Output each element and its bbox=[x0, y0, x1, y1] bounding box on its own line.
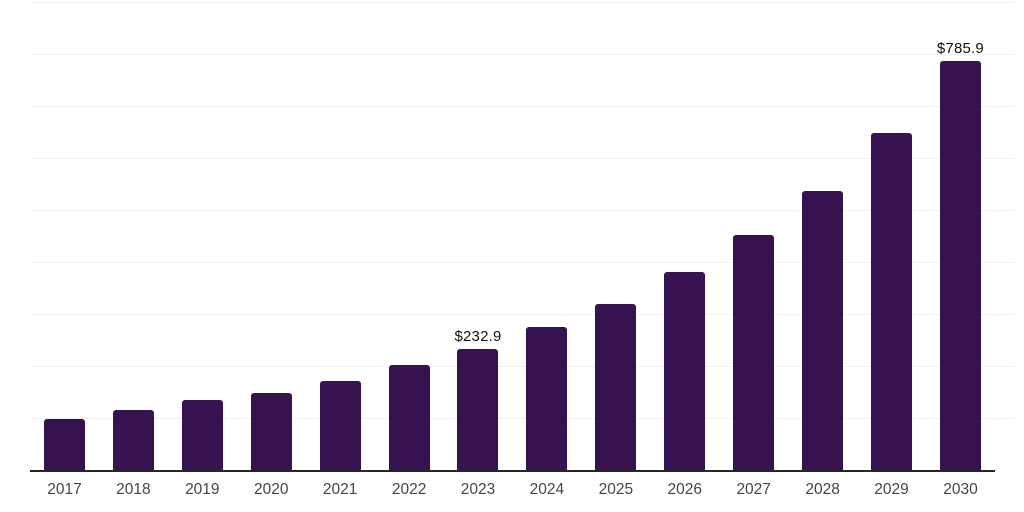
x-tick-2018: 2018 bbox=[116, 481, 151, 498]
x-tick-2030: 2030 bbox=[943, 481, 978, 498]
x-tick-2019: 2019 bbox=[185, 481, 220, 498]
bar-slot-2025 bbox=[581, 2, 650, 470]
bar-2021[interactable] bbox=[319, 380, 361, 470]
bar-slot-2027 bbox=[719, 2, 788, 470]
x-axis-line bbox=[30, 470, 995, 472]
gridline bbox=[30, 262, 1015, 263]
bar-2018[interactable] bbox=[112, 409, 154, 470]
bars-container: $232.9 $785.9 bbox=[30, 2, 995, 470]
bar-slot-2021 bbox=[306, 2, 375, 470]
bar-2020[interactable] bbox=[250, 392, 292, 470]
bar-slot-2023: $232.9 bbox=[444, 2, 513, 470]
bar-2026[interactable] bbox=[664, 272, 706, 470]
bar-2029[interactable] bbox=[871, 132, 913, 470]
plot-area: $232.9 $785.9 bbox=[30, 2, 1015, 472]
bar-2028[interactable] bbox=[802, 190, 844, 470]
bar-2030[interactable] bbox=[939, 61, 981, 470]
gridline bbox=[30, 158, 1015, 159]
bar-slot-2022 bbox=[375, 2, 444, 470]
x-tick-2027: 2027 bbox=[736, 481, 771, 498]
gridline bbox=[30, 314, 1015, 315]
x-tick-2028: 2028 bbox=[805, 481, 840, 498]
x-tick-2024: 2024 bbox=[529, 481, 565, 498]
gridline bbox=[30, 54, 1015, 55]
gridline bbox=[30, 418, 1015, 419]
bar-2024[interactable] bbox=[526, 327, 568, 470]
bar-2019[interactable] bbox=[181, 399, 223, 470]
bar-slot-2026 bbox=[650, 2, 719, 470]
bar-2022[interactable] bbox=[388, 365, 430, 470]
bar-2027[interactable] bbox=[733, 235, 775, 470]
bar-2025[interactable] bbox=[595, 303, 637, 470]
x-tick-2022: 2022 bbox=[391, 481, 427, 498]
bar-slot-2029 bbox=[857, 2, 926, 470]
bar-2017[interactable] bbox=[43, 418, 85, 470]
bar-slot-2030: $785.9 bbox=[926, 2, 995, 470]
bar-slot-2019 bbox=[168, 2, 237, 470]
bar-slot-2018 bbox=[99, 2, 168, 470]
gridline bbox=[30, 106, 1015, 107]
bar-slot-2020 bbox=[237, 2, 306, 470]
bar-2023[interactable] bbox=[457, 348, 499, 470]
data-label-2030: $785.9 bbox=[936, 40, 984, 58]
x-tick-2026: 2026 bbox=[667, 481, 702, 498]
x-tick-2017: 2017 bbox=[47, 481, 82, 498]
x-tick-2021: 2021 bbox=[322, 481, 358, 498]
data-label-2023: $232.9 bbox=[454, 327, 502, 345]
x-tick-2020: 2020 bbox=[253, 481, 289, 498]
x-tick-2023: 2023 bbox=[460, 481, 496, 498]
gridline bbox=[30, 210, 1015, 211]
gridline bbox=[30, 366, 1015, 367]
bar-slot-2028 bbox=[788, 2, 857, 470]
x-tick-2025: 2025 bbox=[598, 481, 634, 498]
bar-slot-2017 bbox=[30, 2, 99, 470]
bar-slot-2024 bbox=[512, 2, 581, 470]
gridline bbox=[30, 2, 1015, 3]
x-axis-tick-labels: 2017 2018 2019 2020 2021 2022 2023 2024 2025 2026… bbox=[30, 481, 995, 499]
x-tick-2029: 2029 bbox=[874, 481, 909, 498]
